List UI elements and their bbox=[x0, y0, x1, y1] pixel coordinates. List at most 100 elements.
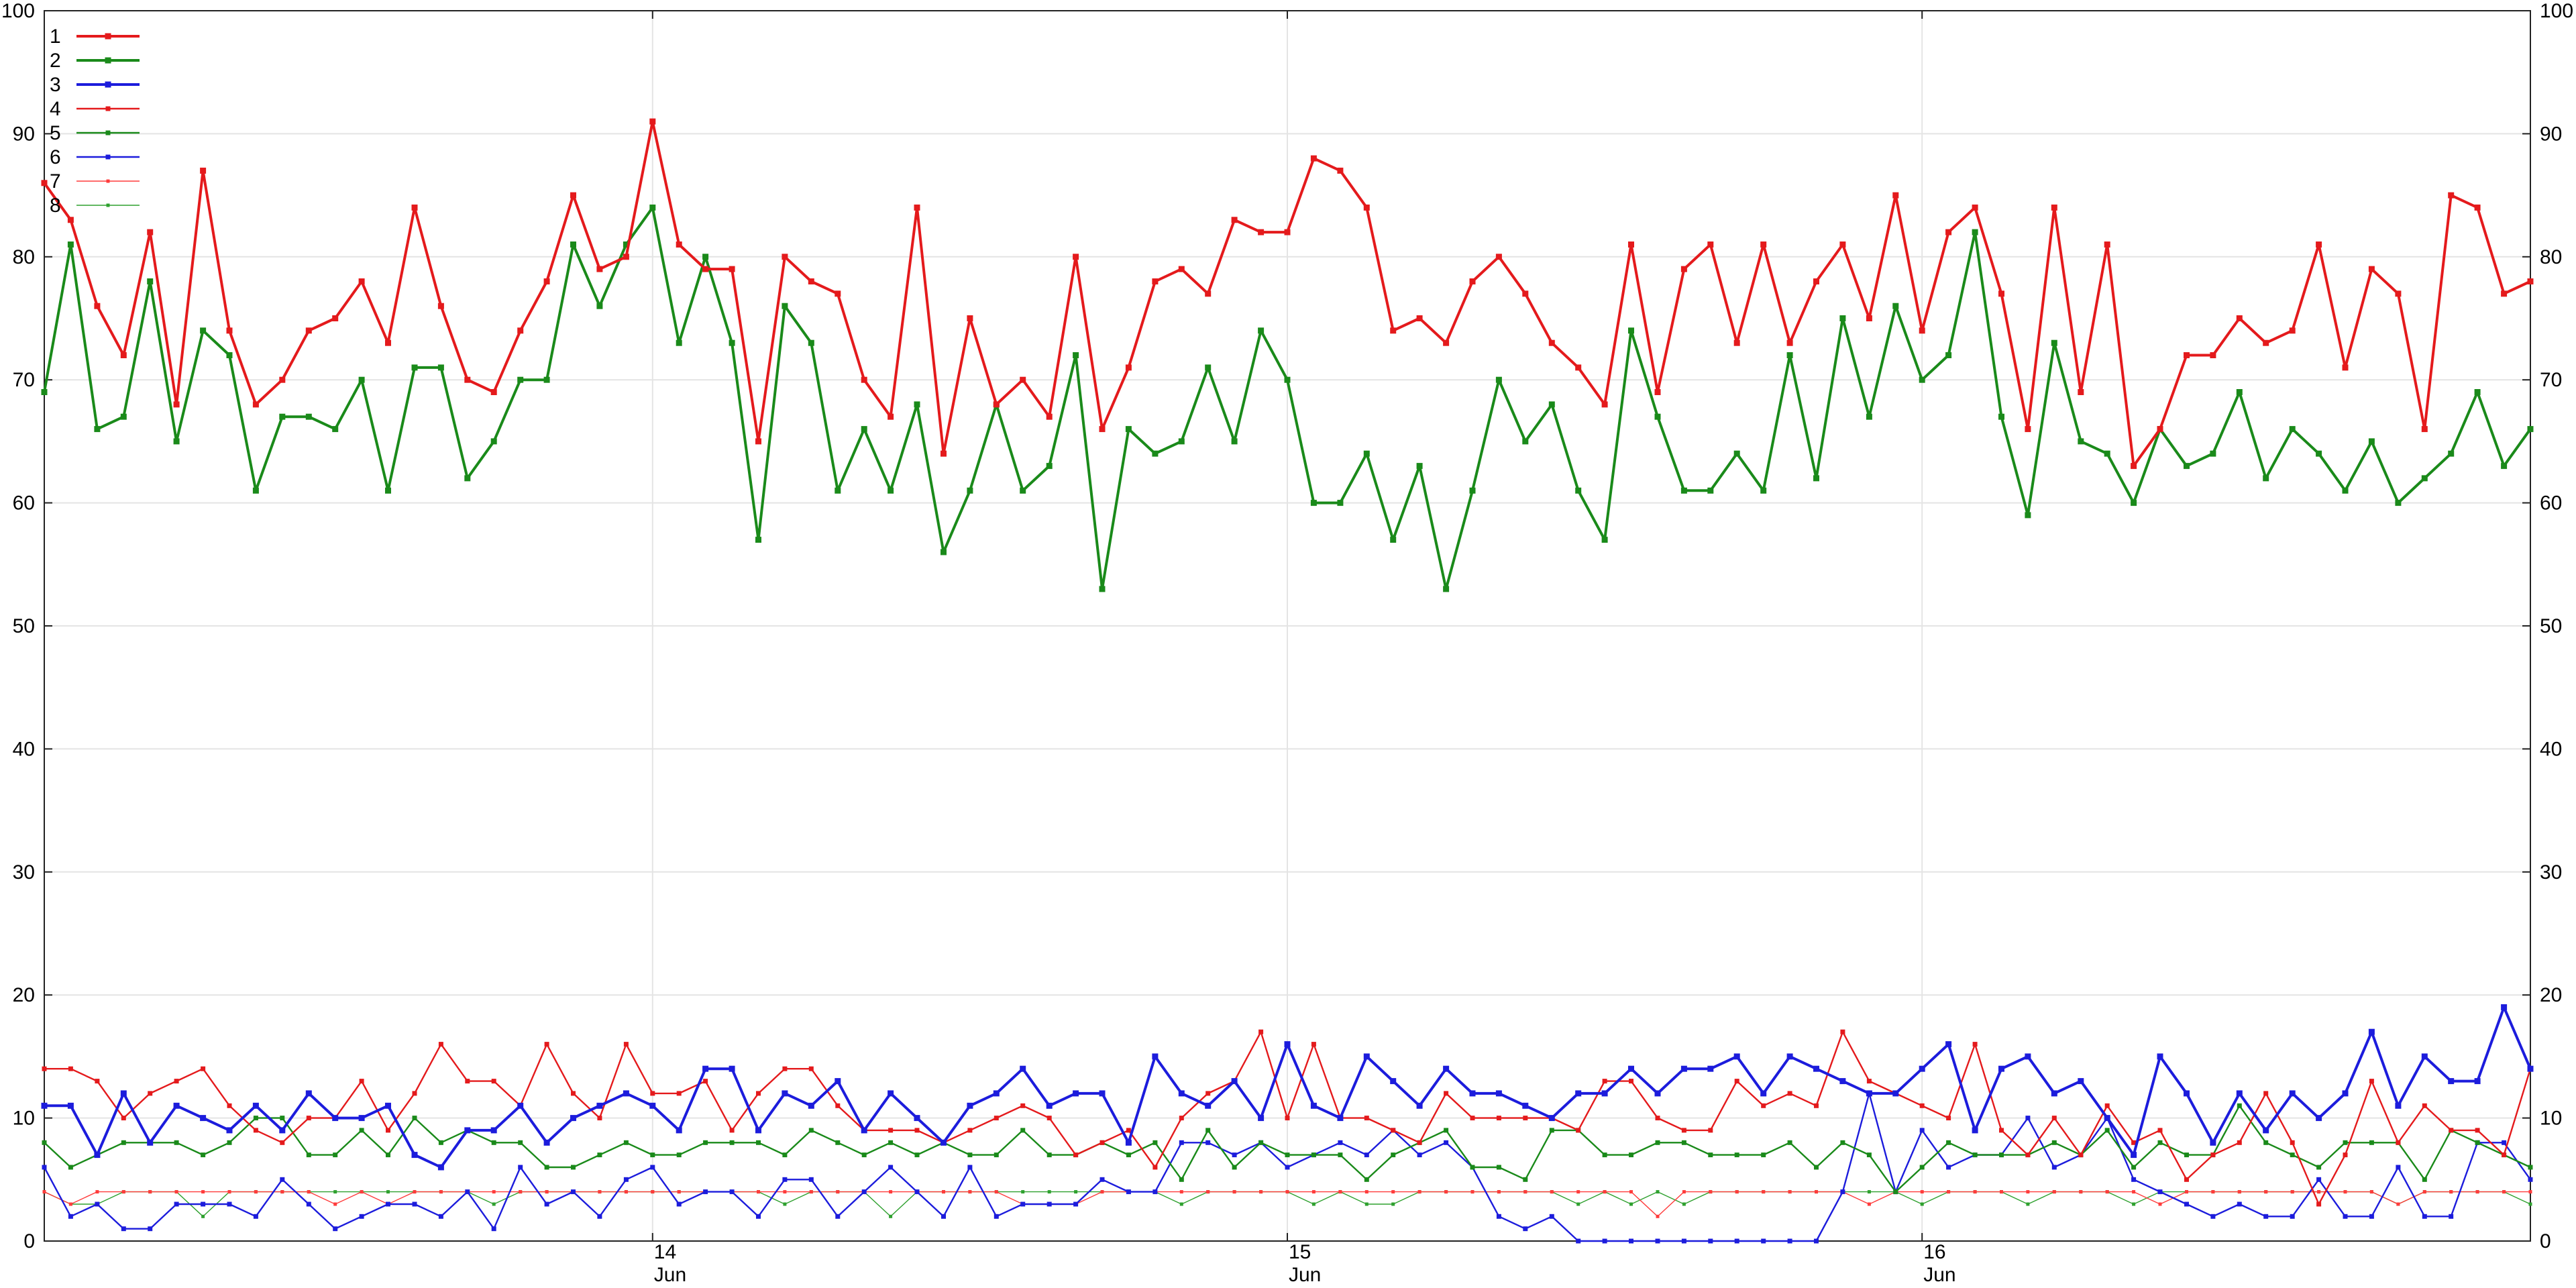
data-point bbox=[2290, 1152, 2295, 1158]
data-point bbox=[755, 438, 761, 445]
data-point bbox=[42, 1140, 47, 1145]
data-point bbox=[1152, 1165, 1158, 1170]
data-point bbox=[2475, 1128, 2480, 1133]
data-point bbox=[2448, 192, 2455, 199]
y-tick-label-right: 90 bbox=[2540, 123, 2562, 145]
data-point bbox=[1497, 1190, 1501, 1194]
data-point bbox=[2210, 1214, 2216, 1219]
data-point bbox=[1892, 192, 1899, 199]
y-tick-label: 70 bbox=[13, 369, 35, 391]
data-point bbox=[1391, 1190, 1395, 1194]
data-point bbox=[941, 549, 947, 555]
data-point bbox=[518, 1165, 523, 1170]
data-point bbox=[967, 1152, 973, 1158]
legend-label: 2 bbox=[50, 50, 61, 72]
data-point bbox=[1733, 339, 1740, 346]
data-point bbox=[2343, 1190, 2347, 1194]
data-point bbox=[280, 1116, 285, 1121]
data-point bbox=[517, 1102, 524, 1109]
data-point bbox=[68, 1066, 73, 1071]
data-point bbox=[2158, 1202, 2162, 1206]
data-point bbox=[755, 1127, 761, 1134]
data-point bbox=[1787, 1091, 1792, 1096]
data-point bbox=[1839, 241, 1846, 248]
y-tick-label: 50 bbox=[13, 615, 35, 637]
legend-item-5: 5 bbox=[50, 122, 140, 144]
data-point bbox=[1099, 1140, 1105, 1145]
data-point bbox=[1523, 1116, 1528, 1121]
data-point bbox=[200, 327, 207, 334]
data-point bbox=[2528, 1202, 2532, 1206]
data-point bbox=[756, 1140, 761, 1145]
data-point bbox=[2289, 327, 2296, 334]
data-point bbox=[1259, 1190, 1263, 1194]
data-point bbox=[1364, 1116, 1369, 1121]
data-point bbox=[703, 1079, 708, 1084]
data-point bbox=[1100, 1190, 1104, 1194]
data-point bbox=[2317, 1190, 2321, 1194]
data-point bbox=[1840, 1189, 1845, 1195]
data-point bbox=[333, 1202, 337, 1206]
data-point bbox=[1416, 315, 1423, 321]
data-point bbox=[148, 1091, 153, 1096]
data-point bbox=[1972, 1042, 1978, 1047]
data-point bbox=[1998, 413, 2004, 420]
data-point bbox=[2396, 1140, 2401, 1145]
data-point bbox=[2000, 1190, 2003, 1194]
data-point bbox=[1839, 315, 1846, 321]
data-point bbox=[1761, 1238, 1766, 1244]
data-point bbox=[571, 1165, 576, 1170]
data-point bbox=[42, 1165, 47, 1170]
data-point bbox=[1284, 229, 1291, 235]
data-point bbox=[227, 1201, 232, 1207]
data-point bbox=[1284, 376, 1291, 383]
data-point bbox=[2527, 278, 2534, 284]
data-point bbox=[307, 1190, 311, 1194]
data-point bbox=[1575, 487, 1582, 494]
data-point bbox=[1205, 290, 1212, 297]
y-axis-ticks: 0 0 10 10 20 20 30 30 40 40 50 50 60 60 70 70 80 80 90 90 10… bbox=[1, 0, 2573, 1252]
data-point bbox=[2104, 1115, 2110, 1122]
data-point bbox=[861, 1189, 867, 1195]
data-point bbox=[226, 1127, 233, 1134]
data-point bbox=[650, 1165, 655, 1170]
data-point bbox=[253, 1128, 258, 1133]
legend-label: 8 bbox=[50, 195, 61, 217]
data-point bbox=[280, 1190, 284, 1194]
data-point bbox=[2051, 1165, 2057, 1170]
data-point bbox=[2025, 426, 2031, 433]
data-point bbox=[1152, 1053, 1159, 1060]
data-point bbox=[623, 1177, 629, 1182]
data-point bbox=[1575, 364, 1582, 371]
data-point bbox=[1099, 426, 1106, 433]
data-point bbox=[1417, 1140, 1422, 1145]
data-point bbox=[2157, 1189, 2163, 1195]
data-point bbox=[2157, 426, 2163, 433]
data-point bbox=[545, 1190, 549, 1194]
data-point bbox=[2264, 1190, 2268, 1194]
data-point bbox=[437, 1164, 444, 1171]
data-point bbox=[2395, 500, 2402, 506]
data-point bbox=[148, 1190, 152, 1194]
data-point bbox=[2395, 290, 2402, 297]
data-point bbox=[2474, 389, 2481, 395]
data-point bbox=[2368, 438, 2375, 445]
data-point bbox=[1310, 155, 1317, 162]
data-point bbox=[914, 1115, 920, 1122]
data-point bbox=[1495, 254, 1502, 260]
data-point bbox=[2343, 1152, 2348, 1158]
data-point bbox=[1073, 254, 1079, 260]
data-point bbox=[1815, 1190, 1818, 1194]
data-point bbox=[2051, 1140, 2057, 1145]
legend-swatch-marker bbox=[105, 130, 111, 136]
data-point bbox=[201, 1190, 205, 1194]
data-point bbox=[1046, 413, 1053, 420]
data-point bbox=[2184, 463, 2190, 470]
data-point bbox=[1099, 1177, 1105, 1182]
data-point bbox=[1682, 1202, 1686, 1206]
data-point bbox=[2237, 1103, 2242, 1108]
data-point bbox=[835, 1140, 841, 1145]
data-point bbox=[729, 1189, 735, 1195]
legend-item-2: 2 bbox=[50, 50, 140, 72]
data-point bbox=[1444, 1140, 1449, 1145]
